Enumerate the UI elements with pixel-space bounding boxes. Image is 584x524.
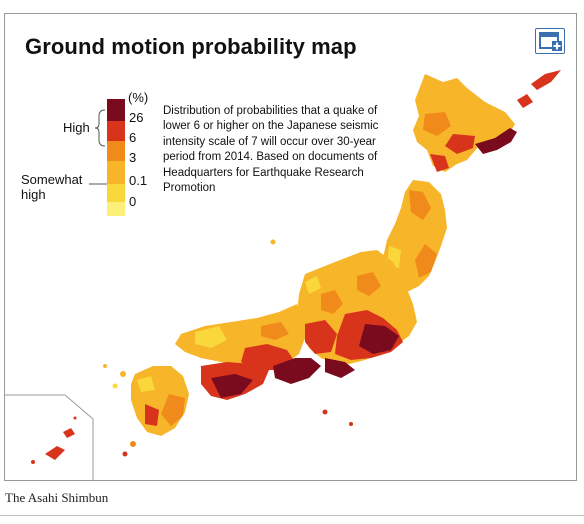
islands: [31, 239, 353, 464]
map-description: Distribution of probabilities that a qua…: [163, 105, 379, 195]
legend-swatch-0-0.1: [107, 184, 125, 202]
legend-color-bar: [107, 99, 125, 216]
legend-tick-6: 6: [129, 130, 137, 145]
legend-tick-0.1: 0.1: [129, 173, 148, 188]
legend-swatch-6-26: [107, 121, 125, 141]
legend-swatch-0: [107, 202, 125, 216]
expand-image-button[interactable]: [535, 28, 565, 54]
legend-swatch-above-26: [107, 99, 125, 121]
legend-level-somewhat-high: Somewhat high: [21, 172, 83, 202]
legend-tick-26: 26: [129, 110, 144, 125]
central-honshu-region: [297, 250, 417, 364]
western-honshu-region: [175, 304, 305, 370]
japan-probability-map: [5, 70, 561, 480]
legend-swatch-0.1-3: [107, 161, 125, 184]
expand-image-icon: [539, 32, 562, 51]
divider: [0, 515, 584, 516]
shikoku-region: [201, 362, 269, 400]
nankai-trough-coast: [273, 358, 355, 384]
legend-unit: (%): [128, 90, 149, 105]
tohoku-region: [383, 180, 447, 292]
legend-level-high: High: [63, 120, 90, 135]
map-title: Ground motion probability map: [25, 34, 357, 59]
hokkaido-region: [413, 70, 561, 172]
legend-brackets: [89, 109, 107, 185]
kyushu-region: [131, 366, 189, 436]
map-figure: Ground motion probability map (%) 26 6 3…: [4, 13, 577, 481]
legend-swatch-3-6: [107, 141, 125, 161]
legend-tick-0: 0: [129, 194, 137, 209]
legend-tick-3: 3: [129, 150, 137, 165]
image-credit: The Asahi Shimbun: [5, 490, 109, 505]
